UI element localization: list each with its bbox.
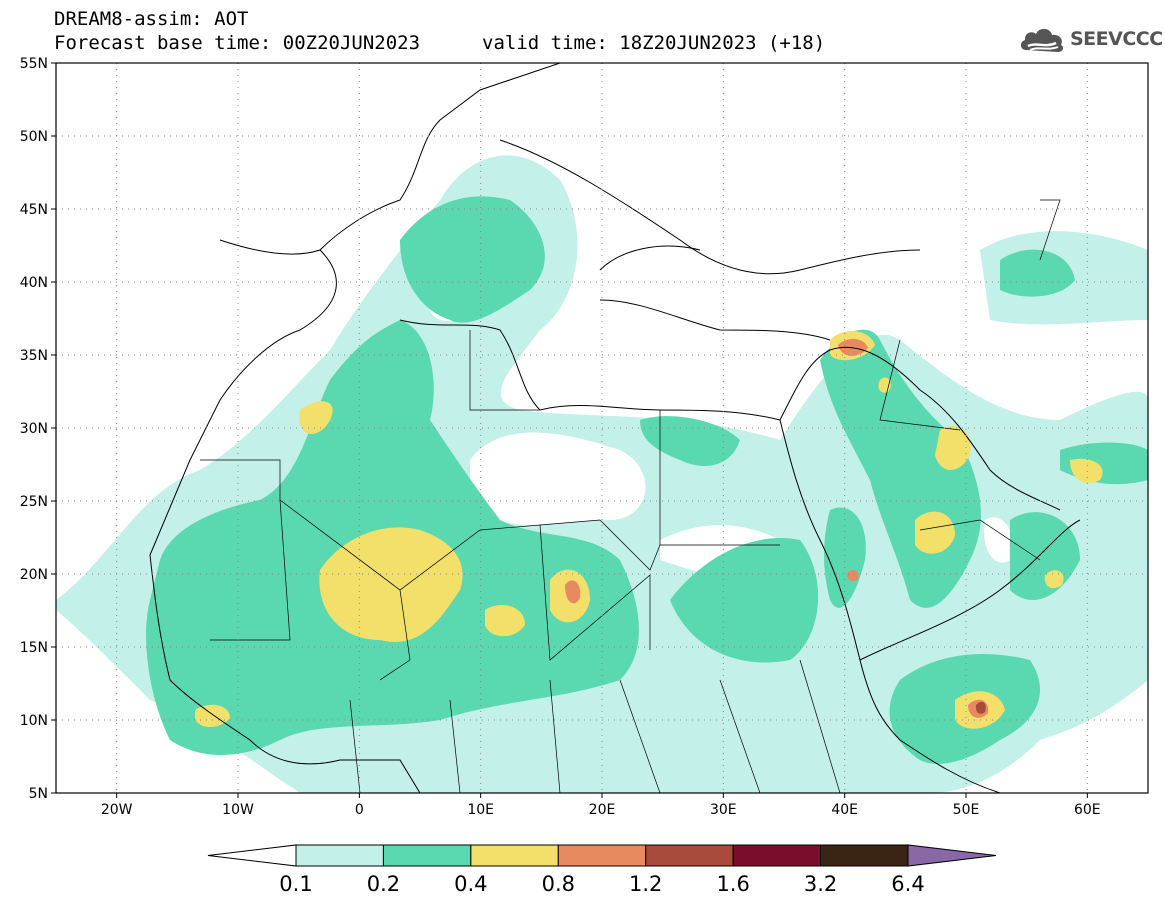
lat-tick-label: 35N <box>20 348 48 364</box>
colorbar-swatch <box>645 844 734 867</box>
lat-tick-label: 55N <box>20 56 48 72</box>
lon-tick-label: 20W <box>101 802 133 818</box>
cloud-icon <box>1020 28 1064 52</box>
coastlines <box>149 63 1081 793</box>
colorbar-overflow <box>907 844 997 867</box>
colorbar-swatch <box>557 844 647 867</box>
map-title: DREAM8-assim: AOT <box>54 8 249 30</box>
aot-level-1.2 <box>975 701 986 714</box>
colorbar-level-label: 0.8 <box>542 872 575 896</box>
lon-tick-label: 30E <box>710 802 737 818</box>
longitude-labels: 20W 10W 0 10E 20E 30E 40E 50E 60E <box>101 793 1101 818</box>
colorbar-level-label: 0.2 <box>367 872 400 896</box>
logo-text: SEEVCCC <box>1070 28 1163 50</box>
lat-tick-label: 20N <box>20 567 48 583</box>
colorbar: 0.1 0.2 0.4 0.8 1.2 1.6 3.2 6.4 <box>207 844 997 896</box>
colorbar-level-label: 3.2 <box>804 872 837 896</box>
lat-tick-label: 15N <box>20 640 48 656</box>
lon-tick-label: 10E <box>467 802 494 818</box>
colorbar-level-label: 0.1 <box>279 872 312 896</box>
colorbar-level-label: 6.4 <box>891 872 924 896</box>
colorbar-swatch <box>470 844 559 867</box>
aot-field <box>56 155 1148 793</box>
colorbar-swatch <box>820 844 909 867</box>
lat-tick-label: 10N <box>20 713 48 729</box>
colorbar-level-label: 0.4 <box>454 872 487 896</box>
lon-tick-label: 10W <box>222 802 254 818</box>
seevccc-logo: SEEVCCC <box>1018 24 1163 58</box>
graticule <box>56 63 1148 793</box>
colorbar-level-label: 1.2 <box>629 872 662 896</box>
lat-tick-label: 50N <box>20 129 48 145</box>
colorbar-swatch <box>732 844 822 867</box>
valid-time: valid time: 18Z20JUN2023 (+18) <box>482 32 826 54</box>
latitude-labels: 55N 50N 45N 40N 35N 30N 25N 20N 15N 10N 5N <box>20 56 56 802</box>
lat-tick-label: 40N <box>20 275 48 291</box>
lon-tick-label: 40E <box>831 802 858 818</box>
colorbar-level-label: 1.6 <box>716 872 749 896</box>
colorbar-swatch <box>382 844 472 867</box>
lat-tick-label: 30N <box>20 421 48 437</box>
lat-tick-label: 5N <box>29 786 48 802</box>
lon-tick-label: 60E <box>1074 802 1101 818</box>
country-borders <box>200 199 1061 793</box>
lon-tick-label: 0 <box>355 802 364 818</box>
lon-tick-label: 50E <box>953 802 980 818</box>
forecast-base-time: Forecast base time: 00Z20JUN2023 <box>54 32 421 54</box>
lon-tick-label: 20E <box>589 802 616 818</box>
colorbar-swatch <box>295 844 384 867</box>
lat-tick-label: 25N <box>20 494 48 510</box>
lat-tick-label: 45N <box>20 202 48 218</box>
colorbar-underflow <box>207 844 297 867</box>
